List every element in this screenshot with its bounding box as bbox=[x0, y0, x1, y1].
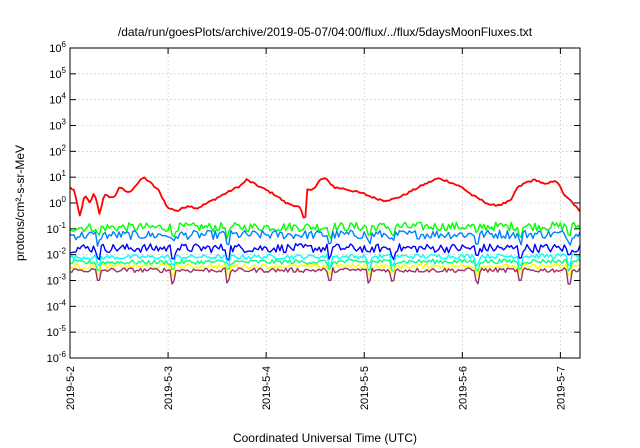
y-tick-label: 10-3 bbox=[47, 273, 67, 288]
x-axis-label: Coordinated Universal Time (UTC) bbox=[233, 431, 417, 445]
y-tick-label: 100 bbox=[49, 195, 66, 210]
y-axis-label: protons/cm²-s-sr-MeV bbox=[13, 145, 27, 261]
y-tick-label: 10-2 bbox=[47, 247, 67, 262]
x-tick-label: 2019-5-4 bbox=[261, 366, 273, 410]
x-tick-labels: 2019-5-2 2019-5-3 2019-5-4 2019-5-5 2019-5-6… bbox=[65, 366, 567, 410]
series-line-0 bbox=[69, 176, 581, 219]
series-line-6 bbox=[69, 263, 581, 277]
series-line-2 bbox=[69, 229, 581, 247]
y-tick-label: 10-6 bbox=[47, 350, 67, 365]
x-tick-label: 2019-5-6 bbox=[457, 366, 469, 410]
y-tick-label: 10-4 bbox=[47, 298, 67, 313]
y-tick-label: 103 bbox=[49, 118, 66, 133]
x-tick-label: 2019-5-3 bbox=[163, 366, 175, 410]
series-line-3 bbox=[69, 242, 581, 261]
ticks bbox=[69, 47, 580, 359]
series-line-4 bbox=[69, 253, 581, 267]
y-tick-label: 102 bbox=[49, 143, 66, 158]
x-tick-label: 2019-5-2 bbox=[65, 366, 77, 410]
y-tick-label: 104 bbox=[49, 92, 66, 107]
y-tick-label: 10-5 bbox=[47, 324, 67, 339]
y-tick-label: 10-1 bbox=[47, 221, 67, 236]
chart-title: /data/run/goesPlots/archive/2019-05-07/0… bbox=[118, 25, 533, 39]
series-line-1 bbox=[69, 221, 581, 240]
grid bbox=[69, 48, 580, 358]
series-line-5 bbox=[69, 258, 581, 273]
series-layer bbox=[69, 176, 581, 285]
y-tick-label: 106 bbox=[49, 40, 66, 55]
x-tick-label: 2019-5-7 bbox=[555, 366, 567, 410]
y-tick-label: 105 bbox=[49, 66, 66, 81]
y-tick-label: 101 bbox=[49, 169, 66, 184]
series-line-7 bbox=[69, 267, 581, 285]
y-tick-labels: 10-6 10-5 10-4 10-3 10-2 10-1 100 101 102 103 104 1… bbox=[47, 40, 67, 365]
x-tick-label: 2019-5-5 bbox=[359, 366, 371, 410]
